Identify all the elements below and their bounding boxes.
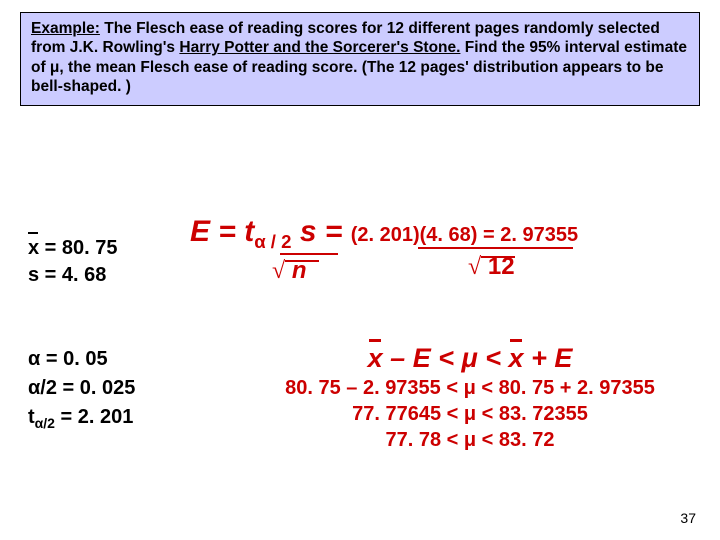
t-subscript: α / 2 — [254, 231, 291, 252]
interval-rounded: 77. 78 < μ < 83. 72 — [235, 429, 705, 452]
example-title: Harry Potter and the Sorcerer's Stone. — [179, 39, 460, 56]
xbar-value: = 80. 75 — [39, 237, 117, 259]
vinculum-2 — [481, 256, 515, 258]
example-label: Example: — [31, 20, 100, 37]
alpha-line: α = 0. 05 — [28, 345, 135, 374]
radical-icon-2: √ — [468, 254, 481, 280]
end: + E — [524, 343, 573, 373]
xbar-a: x — [368, 343, 383, 374]
margin-formula: E = tα / 2 s = (2. 201)(4. 68) = 2. 9735… — [190, 215, 700, 253]
s-line: s = 4. 68 — [28, 262, 118, 289]
alpha-half-line: α/2 = 0. 025 — [28, 374, 135, 403]
interval-symbolic: x – E < μ < x + E — [235, 343, 705, 374]
radical-icon: √ — [272, 258, 285, 284]
xbar-symbol: x — [28, 235, 39, 262]
frac-line-1 — [280, 253, 338, 255]
vinculum-1 — [285, 260, 319, 262]
confidence-interval: x – E < μ < x + E 80. 75 – 2. 97355 < μ … — [235, 343, 705, 452]
t-pre: t — [28, 406, 35, 428]
sqrt-n: √ n — [272, 257, 307, 285]
sqrt-12: √ 12 — [468, 253, 515, 281]
given-stats: x = 80. 75 s = 4. 68 — [28, 235, 118, 289]
s-part: s = — [291, 215, 350, 248]
example-box: Example: The Flesch ease of reading scor… — [20, 12, 700, 106]
xbar-line: x = 80. 75 — [28, 235, 118, 262]
mid: – E < μ < — [383, 343, 509, 373]
t-crit-line: tα/2 = 2. 201 — [28, 403, 135, 433]
page-number: 37 — [680, 510, 696, 526]
t-post: = 2. 201 — [55, 406, 133, 428]
interval-computed: 77. 77645 < μ < 83. 72355 — [235, 403, 705, 426]
frac-line-2 — [418, 247, 573, 249]
given-alpha: α = 0. 05 α/2 = 0. 025 tα/2 = 2. 201 — [28, 345, 135, 433]
interval-substituted: 80. 75 – 2. 97355 < μ < 80. 75 + 2. 9735… — [235, 377, 705, 400]
E-eq: E = t — [190, 215, 254, 248]
t-sub: α/2 — [35, 415, 55, 431]
numeric-calc: (2. 201)(4. 68) = 2. 97355 — [351, 224, 578, 246]
xbar-b: x — [509, 343, 524, 374]
